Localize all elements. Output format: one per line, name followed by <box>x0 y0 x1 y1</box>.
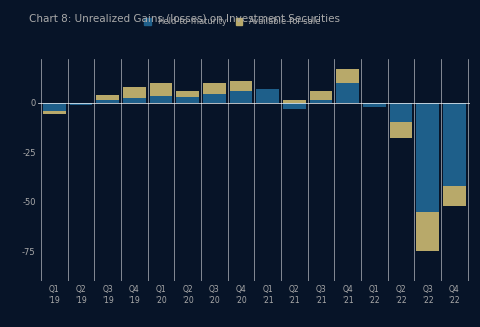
Bar <box>96 95 119 103</box>
Bar <box>150 83 172 103</box>
Bar <box>390 103 412 138</box>
Legend: Held-to-maturity, Available-for-sale: Held-to-maturity, Available-for-sale <box>141 14 325 30</box>
Bar <box>96 99 119 103</box>
Bar <box>203 83 226 103</box>
Bar <box>443 103 466 186</box>
Bar <box>363 103 386 107</box>
Bar <box>363 103 386 105</box>
Bar <box>230 91 252 103</box>
Text: Chart 8: Unrealized Gains (losses) on Investment Securities: Chart 8: Unrealized Gains (losses) on In… <box>29 13 340 23</box>
Bar <box>416 103 439 212</box>
Bar <box>336 83 359 103</box>
Bar <box>43 103 66 112</box>
Bar <box>256 89 279 103</box>
Bar <box>123 87 146 103</box>
Bar <box>310 91 332 103</box>
Bar <box>177 96 199 103</box>
Bar <box>336 69 359 103</box>
Bar <box>283 103 306 110</box>
Bar <box>283 99 306 103</box>
Bar <box>256 95 279 103</box>
Bar <box>390 103 412 122</box>
Bar <box>416 103 439 251</box>
Bar <box>70 103 92 104</box>
Bar <box>203 94 226 103</box>
Bar <box>230 81 252 103</box>
Bar <box>150 95 172 103</box>
Bar <box>310 99 332 103</box>
Bar <box>70 103 92 105</box>
Bar <box>43 103 66 114</box>
Bar <box>443 103 466 206</box>
Bar <box>123 97 146 103</box>
Bar <box>177 91 199 103</box>
